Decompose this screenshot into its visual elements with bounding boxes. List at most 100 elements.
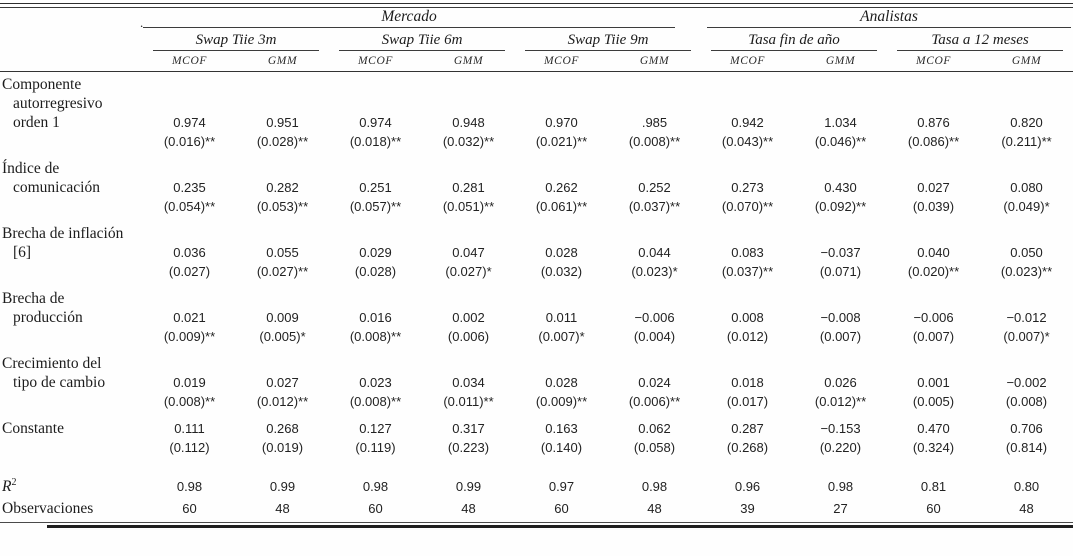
coefficient-cell: −0.153 [820,421,861,436]
stat-value-cell: 48 [1019,501,1034,516]
subgroup-swap3m-cell: Swap Tiie 3m [143,28,329,51]
variable-label-line: Constante [2,420,64,437]
coefficient-cell: 0.127 [359,421,392,436]
group-header-mercado-cell: Mercado [143,8,701,28]
std-error-cell: (0.007)* [538,329,585,344]
estimator-header: MCOF [515,51,608,72]
subgroup-swap6m-cell: Swap Tiie 6m [329,28,515,51]
variable-label: Índice de comunicación [0,156,143,197]
stat-value-cell: 0.99 [455,479,482,494]
coefficient-cell: 0.016 [359,310,392,325]
subgroup-swap3m: Swap Tiie 3m [153,31,319,51]
std-error-cell: (0.012) [726,329,769,344]
coefficient-cell: 0.970 [545,115,578,130]
table-body: Componente autorregresivo orden 1 0.974 0.95… [0,72,1073,519]
std-error-cell: (0.019) [261,440,304,455]
coefficient-cell: 0.080 [1010,180,1043,195]
std-error-cell: (0.023)* [631,264,678,279]
coefficient-cell: 0.047 [452,245,485,260]
std-error-cell: (0.051)** [442,199,495,214]
coefficient-cell: 0.034 [452,375,485,390]
stat-value-cell: 27 [833,501,848,516]
std-error-cell: (0.220) [819,440,862,455]
stat-value-cell: 0.97 [548,479,575,494]
coefficient-cell: 0.036 [173,245,206,260]
coefficient-cell: 1.034 [824,115,857,130]
stat-label-text: R [2,478,12,495]
variable-label: Constante [0,416,143,438]
coefficient-cell: −0.037 [820,245,861,260]
coefficient-cell: 0.262 [545,180,578,195]
std-error-cell: (0.005)* [259,329,306,344]
std-error-cell: (0.268) [726,440,769,455]
variable-label-line: orden 1 [13,114,60,131]
std-error-cell: (0.071) [819,264,862,279]
std-error-row: (0.009)** (0.005)* (0.008)** (0.006) (0.007)… [0,327,1073,351]
stat-value-cell: 0.98 [827,479,854,494]
std-error-cell: (0.053)** [256,199,309,214]
bottom-thin-rule [0,522,1073,523]
coefficient-cell: 0.942 [731,115,764,130]
std-error-cell: (0.814) [1005,440,1048,455]
std-error-cell: (0.009)** [163,329,216,344]
empty-label-cell [0,262,143,286]
subgroup-swap9m: Swap Tiie 9m [525,31,692,51]
coefficient-cell: 0.430 [824,180,857,195]
coefficient-cell: 0.974 [173,115,206,130]
subgroup-tasa-12m-cell: Tasa a 12 meses [887,28,1073,51]
regression-table: Mercado Analistas Swap Tiie 3m Swap Tiie… [0,8,1073,518]
estimator-header: MCOF [329,51,422,72]
empty-label-cell [0,327,143,351]
std-error-cell: (0.027)* [445,264,492,279]
subgroup-tasa-12m: Tasa a 12 meses [897,31,1064,51]
variable-label: Brecha de producción [0,286,143,327]
coefficient-cell: 0.001 [917,375,950,390]
variable-label-line: producción [13,309,83,326]
std-error-cell: (0.211)** [1001,134,1052,149]
stat-value-cell: 60 [368,501,383,516]
subgroup-corner-cell [0,28,143,51]
coefficient-cell: 0.163 [545,421,578,436]
coefficient-cell: .985 [641,115,668,130]
stat-value-cell: 0.98 [641,479,668,494]
std-error-cell: (0.037)** [721,264,774,279]
stat-value-cell: 0.96 [734,479,761,494]
coefficient-cell: 0.251 [359,180,392,195]
coefficient-cell: 0.083 [731,245,764,260]
coefficient-cell: −0.012 [1006,310,1047,325]
subgroup-tasa-fin: Tasa fin de año [711,31,878,51]
stat-value-cell: 0.80 [1013,479,1040,494]
variable-label: Brecha de inflación [6] [0,221,143,262]
coefficient-cell: 0.281 [452,180,485,195]
std-error-cell: (0.028) [354,264,397,279]
stat-label-superscript: 2 [11,476,17,488]
variable-label-line: Índice de [2,160,60,177]
std-error-cell: (0.008)** [628,134,681,149]
std-error-row: (0.016)** (0.028)** (0.018)** (0.032)** (0.0… [0,132,1073,156]
std-error-cell: (0.112) [169,440,210,455]
coefficient-cell: 0.028 [545,375,578,390]
stat-label-text: Observaciones [2,500,94,517]
variable-label-line: Componente [2,76,82,93]
stat-value-cell: 39 [740,501,755,516]
coefficient-cell: 0.011 [545,310,578,325]
std-error-cell: (0.012)** [256,394,309,409]
std-error-cell: (0.043)** [721,134,774,149]
coefficient-cell: 0.252 [638,180,671,195]
coefficient-cell: 0.235 [173,180,206,195]
coefficient-cell: 0.282 [266,180,299,195]
coefficient-row: Crecimiento del tipo de cambio 0.019 0.027 0… [0,351,1073,392]
subgroup-swap9m-cell: Swap Tiie 9m [515,28,701,51]
regression-table-page: . Mercado Analistas Swap Tiie 3m [0,3,1073,556]
std-error-cell: (0.058) [633,440,676,455]
std-error-cell: (0.039) [912,199,955,214]
std-error-cell: (0.032) [540,264,583,279]
subgroup-header-row: Swap Tiie 3m Swap Tiie 6m Swap Tiie 9m T… [0,28,1073,51]
coefficient-cell: 0.948 [452,115,485,130]
coefficient-cell: 0.023 [359,375,392,390]
std-error-cell: (0.324) [912,440,955,455]
coefficient-cell: 0.028 [545,245,578,260]
coefficient-cell: 0.062 [638,421,671,436]
stat-value-cell: 0.98 [176,479,203,494]
estimator-header: MCOF [887,51,981,72]
